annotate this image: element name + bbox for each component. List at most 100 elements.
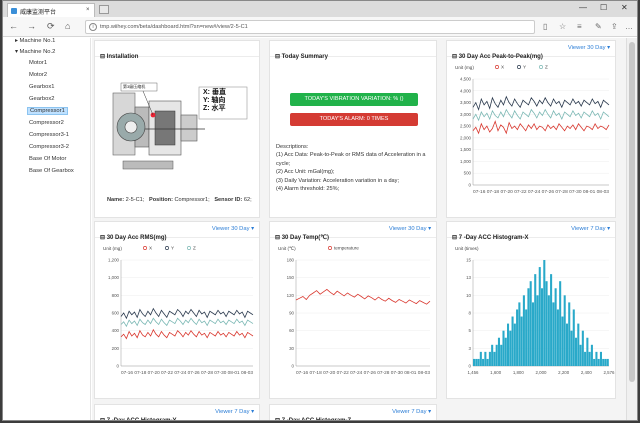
y-tick-label: 3,000 bbox=[460, 112, 472, 117]
panel-title: ⊟ 7 -Day ACC Histogram-Y bbox=[100, 418, 177, 421]
histogram-bar bbox=[509, 330, 512, 366]
histogram-bar bbox=[588, 351, 591, 366]
sidebar-item-machine-2[interactable]: ▾ Machine No.2 bbox=[15, 49, 56, 55]
unit-label: Unit (mg) bbox=[103, 246, 122, 251]
reading-view-icon[interactable]: ▯ bbox=[543, 22, 548, 31]
sidebar-item-machine-1[interactable]: ▸ Machine No.1 bbox=[15, 38, 56, 44]
tab-bar: 威康监测平台 × — ☐ ✕ bbox=[3, 1, 637, 17]
legend-label: Z bbox=[545, 65, 548, 70]
panel-header: ⊟ Installation bbox=[95, 41, 259, 60]
viewer-30-day-button[interactable]: Viewer 30 Day ▾ bbox=[211, 226, 254, 232]
y-tick-label: 1,200 bbox=[108, 258, 120, 263]
viewer-30-day-button[interactable]: Viewer 30 Day ▾ bbox=[388, 226, 431, 232]
sidebar-item-motor1[interactable]: Motor1 bbox=[29, 60, 48, 66]
more-icon[interactable]: … bbox=[625, 22, 633, 31]
y-tick-label: 2,500 bbox=[460, 124, 472, 129]
temp-panel: ⊟ 30 Day Temp(℃) Viewer 30 Day ▾ Unit (℃… bbox=[269, 221, 437, 399]
histogram-bar bbox=[477, 358, 480, 366]
vibration-variation-button[interactable]: TODAY'S VIBRATION VARIATION: % () bbox=[290, 93, 418, 106]
sidebar-item-compressor1[interactable]: Compressor1 bbox=[27, 107, 68, 115]
notes-icon[interactable]: ✎ bbox=[595, 22, 602, 31]
address-bar[interactable]: i tmp.wiihey.com/beta/dashboard.html?sn=… bbox=[85, 20, 535, 34]
y-tick-label: 90 bbox=[289, 311, 294, 316]
legend-label: temperature bbox=[334, 246, 359, 251]
histogram-bar bbox=[590, 344, 593, 366]
favorite-icon[interactable]: ☆ bbox=[559, 22, 567, 31]
minimize-icon[interactable]: — bbox=[579, 3, 587, 12]
alarm-button[interactable]: TODAY'S ALARM: 0 TIMES bbox=[290, 113, 418, 126]
home-icon[interactable]: ⌂ bbox=[65, 21, 71, 31]
browser-tab[interactable]: 威康监测平台 × bbox=[7, 3, 95, 17]
sidebar-item-compressor3-1[interactable]: Compressor3-1 bbox=[29, 132, 69, 138]
viewer-7-day-button[interactable]: Viewer 7 Day ▾ bbox=[571, 226, 610, 232]
panel-title: ⊟ 7 -Day ACC Histogram-X bbox=[452, 235, 529, 241]
series-line-X bbox=[120, 328, 254, 340]
maximize-icon[interactable]: ☐ bbox=[600, 3, 608, 12]
y-tick-label: 13 bbox=[466, 275, 471, 280]
histogram-bar bbox=[586, 337, 589, 366]
y-tick-label: 0 bbox=[292, 364, 295, 369]
histogram-bar bbox=[593, 358, 596, 366]
viewer-30-day-button[interactable]: Viewer 30 Day ▾ bbox=[567, 45, 610, 51]
histogram-bar bbox=[518, 302, 521, 366]
histogram-bar bbox=[522, 295, 525, 366]
back-icon[interactable]: ← bbox=[9, 21, 18, 31]
info-icon[interactable]: i bbox=[89, 23, 97, 31]
sidebar-item-base-of-motor[interactable]: Base Of Motor bbox=[29, 156, 67, 162]
sidebar-item-motor2[interactable]: Motor2 bbox=[29, 72, 48, 78]
viewer-7-day-button[interactable]: Viewer 7 Day ▾ bbox=[215, 409, 254, 415]
sidebar-item-compressor3-2[interactable]: Compressor3-2 bbox=[29, 144, 69, 150]
legend-marker bbox=[165, 246, 169, 250]
x-tick-labels: 07-16 07-18 07-20 07-22 07-24 07-26 07-2… bbox=[473, 189, 610, 194]
panel-title: ⊟ 7 -Day ACC Histogram-Z bbox=[275, 418, 352, 421]
histogram-bar bbox=[570, 330, 573, 366]
y-tick-label: 3,500 bbox=[460, 100, 472, 105]
histogram-bar bbox=[604, 358, 607, 366]
tab-close-icon[interactable]: × bbox=[86, 7, 90, 13]
tab-title: 威康监测平台 bbox=[20, 10, 57, 16]
url-text: tmp.wiihey.com/beta/dashboard.html?sn=ne… bbox=[100, 24, 248, 30]
legend-marker bbox=[187, 246, 191, 250]
histy-panel: ⊟ 7 -Day ACC Histogram-Y Viewer 7 Day ▾ bbox=[94, 404, 260, 421]
histogram-bar bbox=[568, 302, 571, 366]
share-icon[interactable]: ⇪ bbox=[611, 22, 618, 31]
dashboard: ⊟ Installation 第3级压缩机 X: 垂直 Y: 轴向 bbox=[92, 38, 626, 421]
sidebar-item-compressor2[interactable]: Compressor2 bbox=[29, 120, 64, 126]
histogram-bar bbox=[516, 309, 519, 366]
rms-chart: Unit (mg) 0 200 400 600 800 1,000 1,200 X Y Z 07-16… bbox=[103, 246, 254, 376]
page-scrollbar[interactable] bbox=[626, 38, 637, 420]
panel-title: ⊟ 30 Day Temp(℃) bbox=[275, 235, 330, 241]
viewer-7-day-button[interactable]: Viewer 7 Day ▾ bbox=[392, 409, 431, 415]
histogram-bar bbox=[484, 351, 487, 366]
legend-marker bbox=[517, 65, 521, 69]
histogram-bar bbox=[525, 309, 528, 366]
sidebar-item-gearbox1[interactable]: Gearbox1 bbox=[29, 84, 55, 90]
histogram-bar bbox=[554, 288, 557, 366]
panel-header: ⊟ 7 -Day ACC Histogram-X bbox=[447, 222, 615, 241]
histogram-bar bbox=[520, 316, 523, 366]
scrollbar-thumb[interactable] bbox=[629, 42, 635, 382]
series-line-Z bbox=[120, 317, 254, 328]
summary-panel: ⊟ Today Summary TODAY'S VIBRATION VARIAT… bbox=[269, 40, 437, 218]
close-window-icon[interactable]: ✕ bbox=[621, 3, 628, 12]
histogram-bar bbox=[572, 309, 575, 366]
panel-header: ⊟ 30 Day Acc RMS(mg) bbox=[95, 222, 259, 241]
forward-icon[interactable]: → bbox=[27, 21, 36, 31]
y-tick-label: 5 bbox=[469, 328, 472, 333]
new-tab-button[interactable] bbox=[99, 5, 109, 14]
unit-label: Unit (℃) bbox=[278, 246, 296, 251]
refresh-icon[interactable]: ⟳ bbox=[47, 21, 55, 31]
series-line-Z bbox=[472, 108, 610, 122]
y-tick-label: 180 bbox=[287, 258, 295, 263]
y-tick-label: 0 bbox=[469, 364, 472, 369]
sidebar-item-gearbox2[interactable]: Gearbox2 bbox=[29, 96, 55, 102]
series-line-Y bbox=[472, 95, 610, 111]
histx-chart: Unit (times) 0 3 5 8 10 13 15 1,456 1,600 1,800 2,0… bbox=[455, 246, 615, 375]
legend-marker bbox=[328, 246, 332, 250]
histogram-bar bbox=[559, 281, 562, 366]
legend-label: X bbox=[149, 246, 152, 251]
favorites-hub-icon[interactable]: ≡ bbox=[577, 22, 582, 31]
histogram-bar bbox=[507, 323, 510, 366]
sidebar-item-base-of-gearbox[interactable]: Base Of Gearbox bbox=[29, 168, 74, 174]
